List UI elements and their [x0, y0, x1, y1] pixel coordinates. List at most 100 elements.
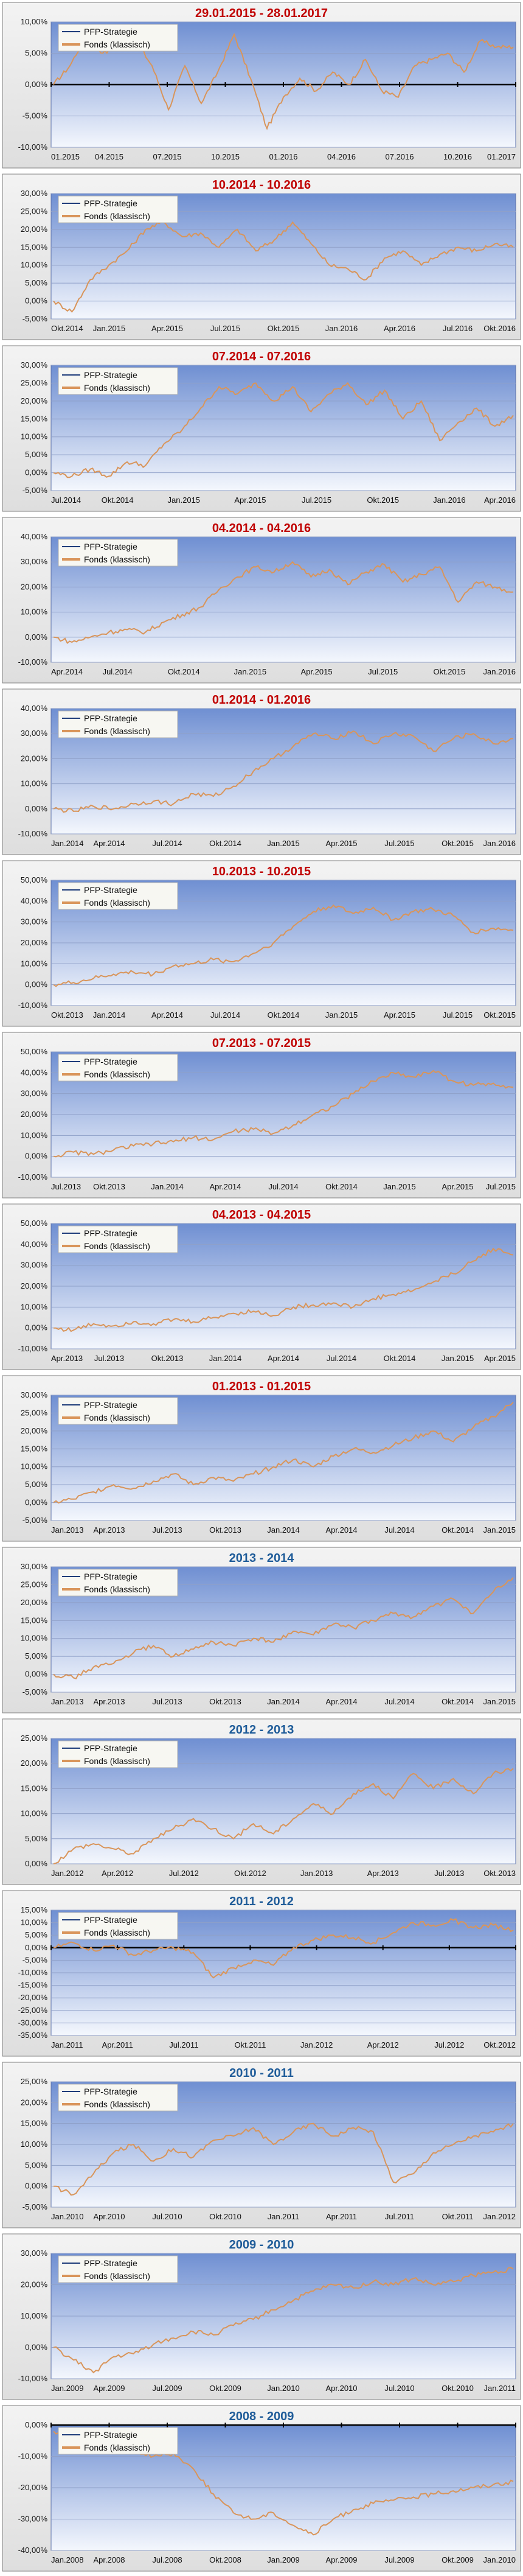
line-chart: 07.2013 - 07.2015 50,00% 40,00% 30,00% 20,00… — [2, 1032, 521, 1199]
y-tick-label: -10,00% — [18, 2452, 48, 2461]
x-tick-label: Jul.2014 — [152, 839, 182, 848]
x-tick-label: Jan.2009 — [267, 2555, 300, 2564]
line-chart: 2011 - 2012 15,00% 10,00% 5,00% 0,00% -5,00% -… — [2, 1890, 521, 2057]
x-tick-label: Apr.2012 — [102, 1869, 133, 1878]
y-tick-label: 20,00% — [21, 938, 48, 947]
y-tick-label: -20,00% — [18, 1993, 48, 2002]
chart-panel: 07.2013 - 07.2015 50,00% 40,00% 30,00% 20,00… — [0, 1030, 523, 1202]
chart-title: 2011 - 2012 — [229, 1895, 294, 1908]
x-tick-label: Jan.2012 — [483, 2212, 516, 2221]
y-tick-label: 40,00% — [21, 1239, 48, 1248]
y-tick-label: 25,00% — [21, 378, 48, 387]
y-tick-label: 40,00% — [21, 1068, 48, 1077]
y-tick-label: 30,00% — [21, 557, 48, 566]
y-tick-label: 20,00% — [21, 1281, 48, 1290]
y-tick-label: -10,00% — [18, 657, 48, 667]
x-tick-label: 04.2016 — [327, 152, 356, 161]
legend-label-fund: Fonds (klassisch) — [84, 211, 150, 221]
x-tick-label: Jul.2014 — [210, 1010, 240, 1020]
y-tick-label: 10,00% — [21, 1634, 48, 1643]
x-tick-label: 10.2015 — [211, 152, 240, 161]
y-tick-label: -10,00% — [18, 142, 48, 152]
legend-box — [58, 2084, 178, 2112]
y-tick-label: 10,00% — [21, 1809, 48, 1818]
legend-label-strategy: PFP-Strategie — [84, 2087, 137, 2096]
y-tick-label: 0,00% — [25, 2420, 47, 2429]
x-tick-label: Jan.2015 — [267, 839, 300, 848]
y-tick-label: 25,00% — [21, 1734, 48, 1743]
x-tick-label: Okt.2014 — [209, 839, 241, 848]
x-tick-label: 07.2016 — [386, 152, 414, 161]
x-tick-label: Jan.2015 — [325, 1010, 358, 1020]
legend-label-strategy: PFP-Strategie — [84, 1228, 137, 1238]
y-tick-label: 10,00% — [21, 1130, 48, 1139]
x-tick-label: Okt.2008 — [209, 2555, 241, 2564]
y-tick-label: -15,00% — [18, 1981, 48, 1990]
x-tick-label: Jan.2015 — [168, 495, 201, 505]
y-tick-label: 40,00% — [21, 704, 48, 713]
legend-box — [58, 2427, 178, 2455]
x-tick-label: Jan.2014 — [93, 1010, 126, 1020]
y-tick-label: 15,00% — [21, 1783, 48, 1793]
x-tick-label: Jan.2016 — [483, 839, 516, 848]
series-line-fonds — [53, 561, 514, 645]
x-tick-label: Jul.2012 — [434, 2040, 464, 2049]
legend-label-strategy: PFP-Strategie — [84, 713, 137, 723]
x-tick-label: Jan.2013 — [51, 1697, 84, 1706]
x-tick-label: Okt.2013 — [93, 1182, 125, 1191]
x-tick-label: Jan.2014 — [151, 1182, 184, 1191]
series-line-fonds — [53, 1917, 514, 1979]
x-tick-label: Okt.2013 — [51, 1010, 83, 1020]
chart-title: 04.2014 - 04.2016 — [212, 522, 311, 535]
x-tick-label: Jan.2015 — [383, 1182, 416, 1191]
x-tick-label: Apr.2014 — [268, 1354, 299, 1363]
legend-label-strategy: PFP-Strategie — [84, 1572, 137, 1581]
y-tick-label: 5,00% — [25, 1480, 47, 1489]
x-tick-label: Jul.2013 — [51, 1182, 81, 1191]
legend-label-fund: Fonds (klassisch) — [84, 1069, 150, 1079]
chart-title: 01.2013 - 01.2015 — [212, 1380, 311, 1393]
series-line-fonds — [53, 382, 514, 478]
legend-label-fund: Fonds (klassisch) — [84, 2443, 150, 2452]
series-line-fonds — [53, 1402, 514, 1504]
y-tick-label: -10,00% — [18, 1968, 48, 1977]
series-line-fonds — [53, 2267, 514, 2374]
legend-box — [58, 710, 178, 738]
x-tick-label: Jul.2013 — [152, 1697, 182, 1706]
y-tick-label: 10,00% — [21, 2311, 48, 2320]
y-tick-label: 25,00% — [21, 2077, 48, 2086]
x-tick-label: Jul.2009 — [152, 2384, 182, 2393]
y-tick-label: 25,00% — [21, 1580, 48, 1589]
x-tick-label: Apr.2008 — [93, 2555, 125, 2564]
x-tick-label: Okt.2010 — [209, 2212, 241, 2221]
y-tick-label: 50,00% — [21, 1047, 48, 1056]
x-tick-label: Jan.2016 — [483, 667, 516, 676]
y-tick-label: 0,00% — [25, 80, 47, 89]
legend-box — [58, 1225, 178, 1253]
x-tick-label: Jan.2014 — [267, 1525, 300, 1535]
line-chart: 2013 - 2014 30,00% 25,00% 20,00% 15,00% 10,00… — [2, 1547, 521, 1713]
y-tick-label: -10,00% — [18, 2374, 48, 2383]
x-tick-label: Jan.2008 — [51, 2555, 84, 2564]
x-tick-label: Apr.2013 — [367, 1869, 399, 1878]
x-tick-label: Apr.2015 — [151, 324, 183, 333]
legend-label-fund: Fonds (klassisch) — [84, 2099, 150, 2109]
y-tick-label: -5,00% — [23, 1687, 48, 1696]
y-tick-label: 0,00% — [25, 1943, 47, 1952]
y-tick-label: 50,00% — [21, 875, 48, 884]
x-tick-label: Apr.2014 — [151, 1010, 183, 1020]
legend-label-fund: Fonds (klassisch) — [84, 726, 150, 736]
x-tick-label: 07.2015 — [153, 152, 182, 161]
y-tick-label: 5,00% — [25, 450, 47, 459]
y-tick-label: 10,00% — [21, 1462, 48, 1471]
chart-panel: 2013 - 2014 30,00% 25,00% 20,00% 15,00% 10,00… — [0, 1545, 523, 1717]
x-tick-label: Jan.2015 — [442, 1354, 474, 1363]
y-tick-label: 0,00% — [25, 2182, 47, 2191]
x-tick-label: Apr.2009 — [93, 2384, 125, 2393]
legend-label-strategy: PFP-Strategie — [84, 542, 137, 551]
y-tick-label: 30,00% — [21, 360, 48, 369]
legend-label-strategy: PFP-Strategie — [84, 2258, 137, 2268]
y-tick-label: 15,00% — [21, 2119, 48, 2128]
x-tick-label: Jul.2014 — [384, 1697, 414, 1706]
y-tick-label: -30,00% — [18, 2018, 48, 2027]
